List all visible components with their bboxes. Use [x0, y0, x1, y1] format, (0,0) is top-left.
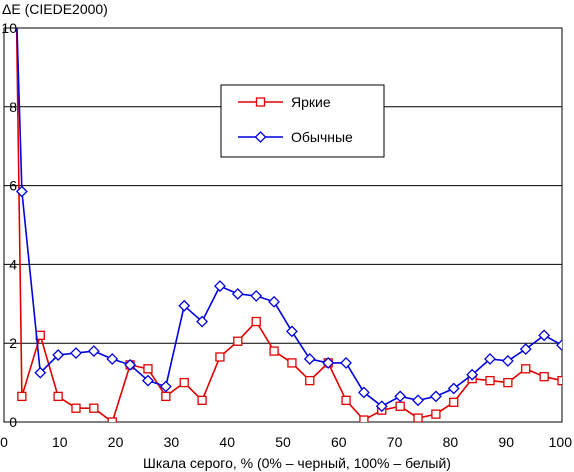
data-point: [70, 347, 82, 359]
data-point: [87, 345, 100, 357]
x-tick-label: 30: [164, 434, 180, 450]
x-tick-label: 80: [443, 434, 459, 450]
data-point: [484, 353, 496, 365]
x-tick-label: 20: [108, 434, 124, 450]
data-point: [143, 364, 153, 374]
data-point: [538, 329, 551, 342]
data-point: [106, 353, 119, 365]
data-point: [287, 358, 297, 368]
y-tick-label: 0: [9, 414, 17, 430]
x-tick-label: 40: [219, 434, 235, 450]
data-point: [233, 336, 243, 346]
legend-marker: [255, 97, 266, 107]
data-point: [395, 401, 405, 411]
data-point: [107, 417, 117, 422]
data-point: [466, 368, 479, 381]
data-point: [519, 343, 532, 356]
y-tick-label: 8: [9, 99, 17, 115]
x-tick-label: 70: [387, 434, 403, 450]
x-tick-label: 10: [52, 434, 68, 450]
data-point: [268, 295, 280, 308]
data-point: [359, 415, 369, 422]
data-point: [214, 280, 226, 292]
data-point: [161, 391, 171, 402]
x-axis-title: Шкала серого, % (0% – черный, 100% – бел…: [143, 455, 451, 471]
data-point: [303, 353, 316, 365]
data-point: [17, 391, 27, 402]
data-point: [179, 377, 189, 388]
data-point: [322, 356, 335, 369]
data-point: [52, 349, 65, 361]
data-point: [142, 374, 154, 387]
y-tick-label: 2: [9, 335, 17, 351]
data-point: [250, 290, 263, 302]
x-tick-label: 50: [275, 434, 291, 450]
data-point: [159, 380, 172, 393]
data-point: [503, 377, 513, 388]
legend-marker: [254, 131, 267, 143]
data-point: [485, 375, 495, 386]
data-point: [340, 356, 352, 369]
data-point: [286, 325, 298, 338]
data-point: [431, 409, 441, 419]
data-point: [89, 403, 99, 413]
data-point: [34, 366, 47, 379]
y-axis-title: ΔE (CIEDE2000): [2, 1, 108, 17]
x-tick-label: 60: [331, 434, 347, 450]
data-point: [539, 372, 549, 382]
y-tick-label: 6: [9, 178, 17, 194]
legend: Яркие Обычные: [220, 84, 385, 158]
data-point: [556, 339, 562, 352]
data-point: [447, 382, 460, 395]
data-point: [124, 358, 137, 371]
data-point: [197, 395, 207, 405]
legend-label: Яркие: [291, 94, 331, 110]
data-point: [251, 316, 261, 327]
series-diamond: [15, 28, 562, 413]
data-point: [269, 346, 279, 356]
x-tick-label: 90: [498, 434, 514, 450]
data-point: [357, 386, 370, 399]
data-point: [71, 403, 81, 413]
data-point: [557, 375, 562, 386]
data-point: [53, 391, 63, 402]
data-point: [341, 395, 351, 405]
x-tick-label: 0: [0, 434, 8, 450]
data-point: [412, 394, 424, 407]
data-point: [196, 315, 209, 328]
data-point: [231, 288, 244, 300]
data-point: [413, 413, 423, 422]
legend-label: Обычные: [291, 129, 353, 145]
x-tick-label: 100: [549, 434, 573, 450]
data-point: [429, 390, 442, 403]
data-point: [521, 364, 531, 374]
data-point: [15, 185, 28, 198]
data-point: [501, 355, 514, 367]
data-point: [449, 397, 459, 407]
series-layer: [15, 28, 562, 422]
data-point: [305, 375, 315, 386]
y-tick-label: 4: [9, 256, 17, 272]
y-tick-label: 10: [1, 20, 17, 36]
data-point: [394, 390, 407, 403]
data-point: [375, 400, 388, 413]
data-point: [215, 352, 225, 362]
data-point: [178, 299, 191, 312]
legend-box: [220, 84, 385, 158]
